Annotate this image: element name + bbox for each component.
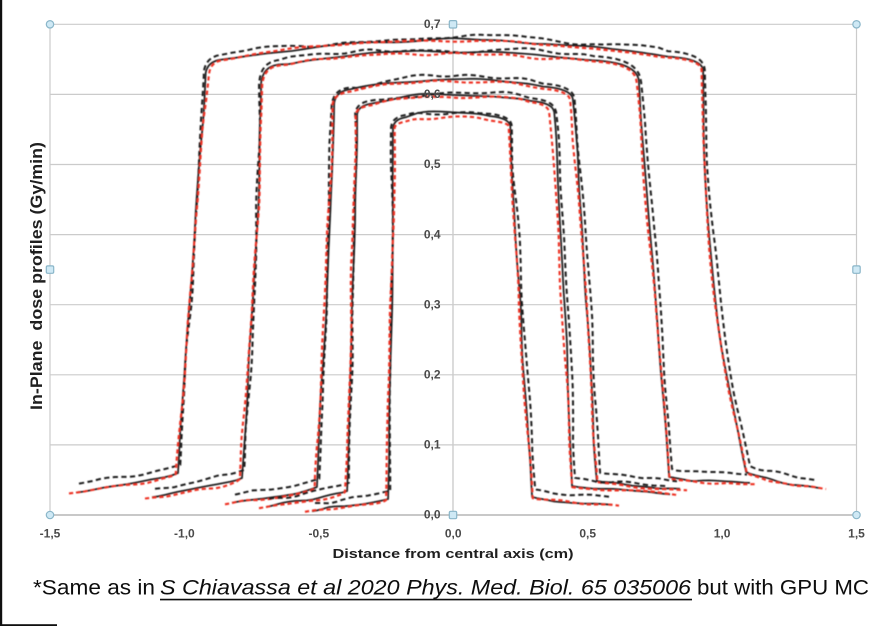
svg-text:*Same as in: *Same as in [33, 577, 155, 600]
svg-text:0,3: 0,3 [424, 297, 441, 311]
svg-text:In-Plane dose profiles (Gy/mi: In-Plane dose profiles (Gy/min) [28, 142, 46, 410]
svg-text:0,5: 0,5 [579, 527, 596, 541]
svg-text:0,5: 0,5 [424, 157, 441, 171]
svg-text:S Chiavassa et al 2020 Phys. M: S Chiavassa et al 2020 Phys. Med. Biol. … [160, 577, 691, 600]
svg-text:1,0: 1,0 [714, 527, 731, 541]
svg-text:-0,5: -0,5 [308, 527, 329, 541]
svg-text:1,5: 1,5 [848, 527, 865, 541]
svg-text:0,2: 0,2 [424, 368, 441, 382]
svg-text:0,7: 0,7 [424, 17, 441, 31]
svg-text:0,0: 0,0 [445, 527, 462, 541]
svg-text:Distance from central axis (cm: Distance from central axis (cm) [333, 546, 574, 561]
svg-text:0,1: 0,1 [424, 438, 441, 452]
svg-text:-1,0: -1,0 [174, 527, 195, 541]
svg-text:but with GPU MC: but with GPU MC [697, 577, 869, 600]
svg-text:0,4: 0,4 [424, 227, 441, 241]
svg-text:0,0: 0,0 [424, 508, 441, 522]
svg-text:0,6: 0,6 [424, 87, 441, 101]
svg-text:-1,5: -1,5 [40, 527, 61, 541]
